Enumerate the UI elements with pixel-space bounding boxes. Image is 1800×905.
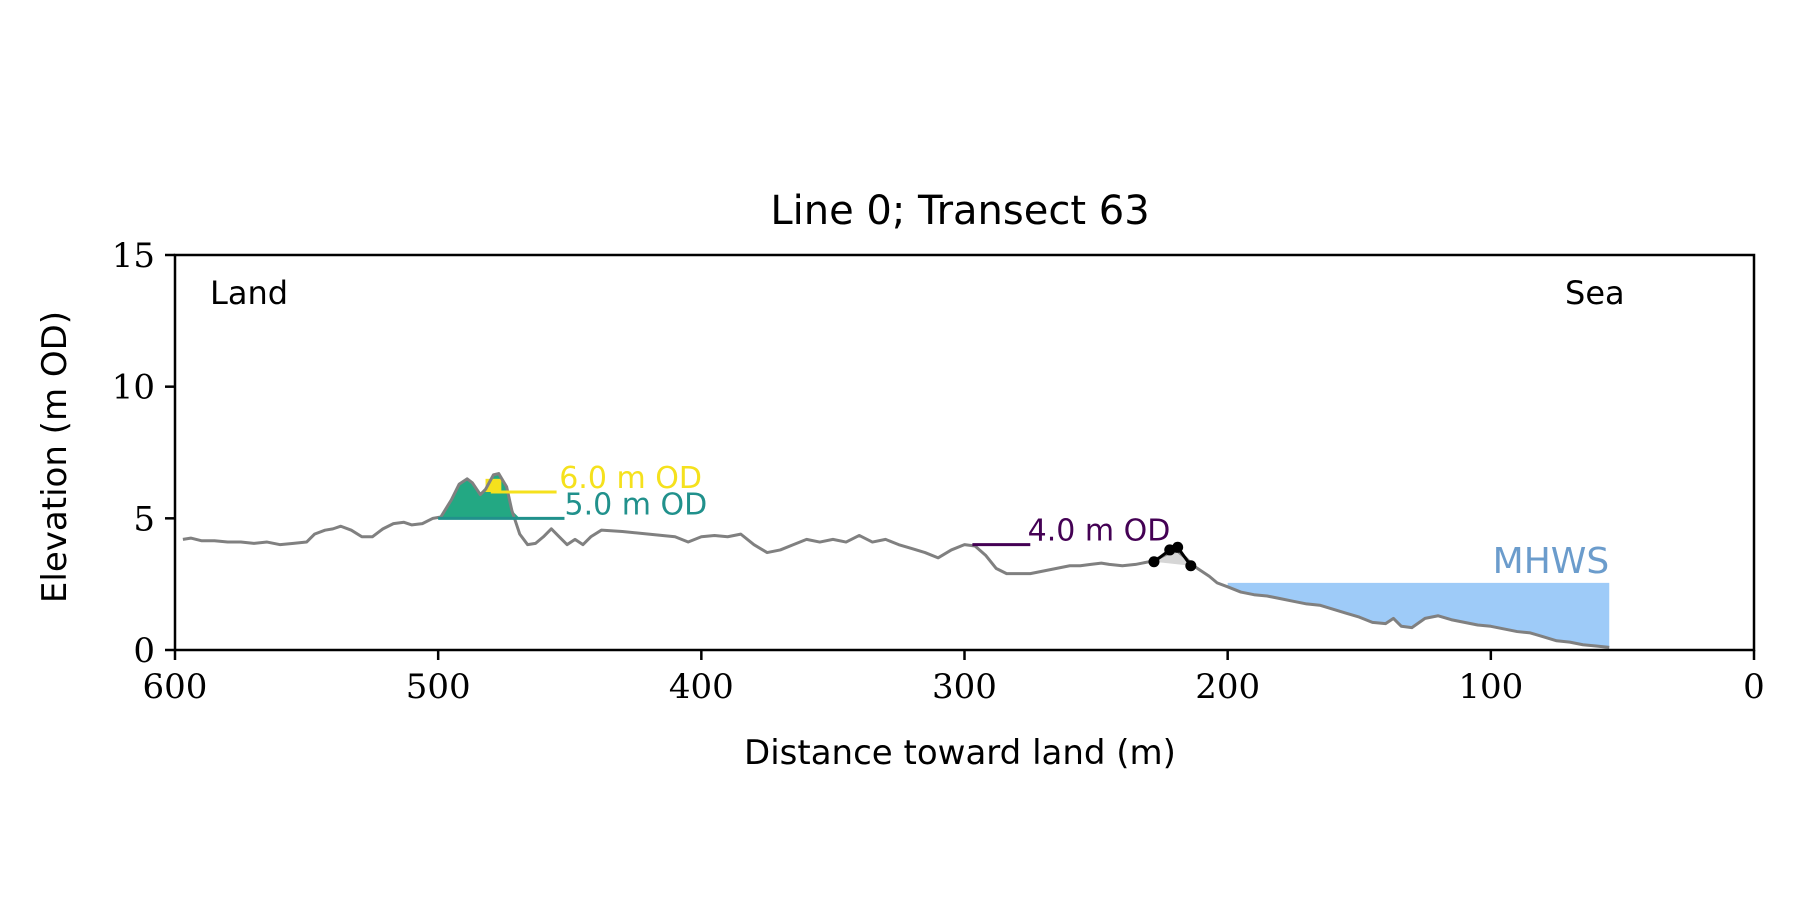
level-label-5: 5.0 m OD [564, 487, 707, 522]
x-tick-label: 400 [669, 667, 734, 707]
level-label-4: 4.0 m OD [1028, 514, 1171, 549]
y-tick-label: 5 [133, 499, 155, 539]
level-label-6: 6.0 m OD [559, 461, 702, 496]
mhws-label: MHWS [1493, 541, 1610, 582]
land-label: Land [210, 274, 288, 312]
x-tick-label: 600 [143, 667, 208, 707]
x-axis-label: Distance toward land (m) [744, 733, 1176, 773]
y-axis-label: Elevation (m OD) [35, 311, 75, 603]
sea-fill-area [1227, 582, 1610, 648]
x-tick-label: 500 [406, 667, 471, 707]
dune-point-3 [1185, 560, 1197, 572]
sea-label: Sea [1565, 274, 1625, 312]
y-tick-label: 0 [133, 631, 155, 671]
x-tick-label: 200 [1195, 667, 1260, 707]
x-tick-label: 100 [1458, 667, 1523, 707]
chart-title: Line 0; Transect 63 [770, 188, 1149, 234]
plot-area: 6.0 m OD5.0 m OD 4.0 m OD MHWS [182, 461, 1610, 649]
y-tick-label: 15 [112, 236, 155, 276]
y-tick-label: 10 [112, 368, 155, 408]
dune-point-0 [1148, 556, 1160, 568]
axes: 600 500 400 300 200 100 0 0 5 10 15 [112, 236, 1765, 707]
elevation-profile-line [182, 472, 1610, 649]
dune-point-2 [1172, 541, 1184, 553]
x-tick-label: 300 [932, 667, 997, 707]
x-tick-label: 0 [1743, 667, 1765, 707]
dune-fill [1153, 547, 1191, 566]
